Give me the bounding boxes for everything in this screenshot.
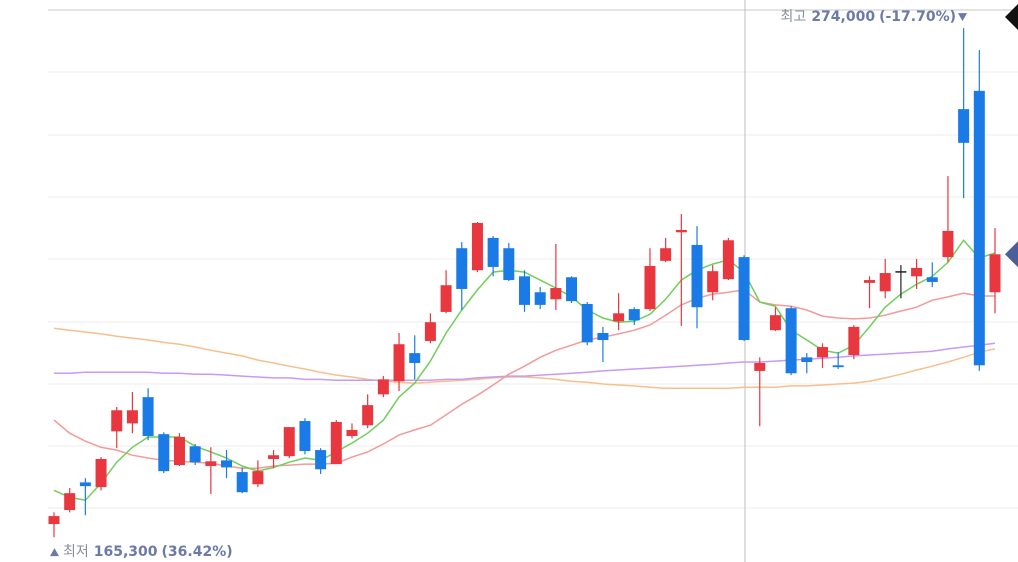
candle-body bbox=[221, 460, 233, 468]
candle-body bbox=[675, 229, 687, 233]
candle-body bbox=[440, 285, 452, 312]
candle-body bbox=[848, 326, 860, 355]
candle-body bbox=[942, 230, 954, 258]
candle-body bbox=[64, 493, 76, 511]
candle-body bbox=[95, 458, 107, 488]
candle-body bbox=[879, 273, 891, 292]
candle-body bbox=[597, 332, 609, 341]
high-arrow bbox=[958, 13, 967, 22]
candle-body bbox=[613, 313, 625, 322]
candle-body bbox=[362, 405, 374, 426]
moving-average-line bbox=[53, 289, 995, 470]
candle-body bbox=[315, 450, 327, 470]
candle-body bbox=[205, 461, 217, 466]
candle-body bbox=[268, 455, 280, 459]
moving-average-line bbox=[53, 327, 996, 389]
candle-body bbox=[660, 248, 672, 261]
candle-body bbox=[283, 427, 295, 457]
current-price-marker bbox=[1005, 241, 1018, 268]
candle-body bbox=[738, 257, 750, 341]
grid bbox=[48, 0, 1018, 562]
candle-body bbox=[79, 482, 91, 487]
candle-body bbox=[707, 271, 719, 293]
candle-body bbox=[926, 277, 938, 282]
high-annotation: 최고 274,000 (-17.70%) bbox=[781, 9, 956, 25]
candle-body bbox=[722, 240, 734, 280]
candle-body bbox=[911, 267, 923, 277]
candle-body bbox=[393, 344, 405, 382]
candle-body bbox=[691, 244, 703, 308]
high-label: 최고 bbox=[781, 9, 807, 25]
candle-body bbox=[424, 322, 436, 341]
high-change: (-17.70%) bbox=[879, 9, 956, 25]
candle-body bbox=[644, 266, 656, 310]
low-label: 최저 bbox=[63, 544, 89, 560]
candle-body bbox=[785, 308, 797, 374]
high-marker bbox=[1005, 4, 1018, 30]
candle-body bbox=[409, 353, 421, 363]
candle-body bbox=[769, 315, 781, 331]
candle-body bbox=[989, 254, 1001, 293]
candle-body bbox=[832, 365, 844, 368]
candle-body bbox=[534, 292, 546, 305]
candle-body bbox=[503, 248, 515, 281]
low-annotation: 최저 165,300 (36.42%) bbox=[63, 544, 233, 560]
candle-body bbox=[189, 446, 201, 463]
candle-body bbox=[864, 280, 876, 283]
low-value: 165,300 bbox=[94, 544, 158, 560]
candle-body bbox=[346, 429, 358, 437]
candle-body bbox=[126, 410, 138, 424]
candle-body bbox=[330, 421, 342, 465]
low-change: (36.42%) bbox=[162, 544, 233, 560]
candle-body bbox=[973, 90, 985, 366]
candle-body bbox=[550, 288, 562, 300]
candle-body bbox=[111, 410, 123, 432]
candle-body bbox=[628, 309, 640, 321]
candle-body bbox=[958, 109, 970, 143]
candle-body bbox=[816, 347, 828, 358]
candle-body bbox=[487, 237, 499, 267]
candle-body bbox=[801, 357, 813, 363]
low-arrow bbox=[50, 548, 59, 557]
candle-body bbox=[895, 271, 907, 273]
candle-body bbox=[456, 248, 468, 289]
candle-body bbox=[566, 277, 578, 302]
candle-body bbox=[173, 436, 185, 466]
candle-body bbox=[158, 434, 170, 472]
candle-body bbox=[299, 421, 311, 452]
candle-body bbox=[754, 362, 766, 371]
candle-body bbox=[236, 472, 248, 493]
candle-body bbox=[471, 222, 483, 271]
candle-body bbox=[519, 276, 530, 305]
candle-body bbox=[142, 397, 154, 437]
candle-body bbox=[252, 471, 264, 485]
candle-body bbox=[377, 379, 389, 395]
candle-body bbox=[581, 303, 593, 343]
high-value: 274,000 bbox=[811, 9, 875, 25]
candle-body bbox=[48, 516, 60, 525]
